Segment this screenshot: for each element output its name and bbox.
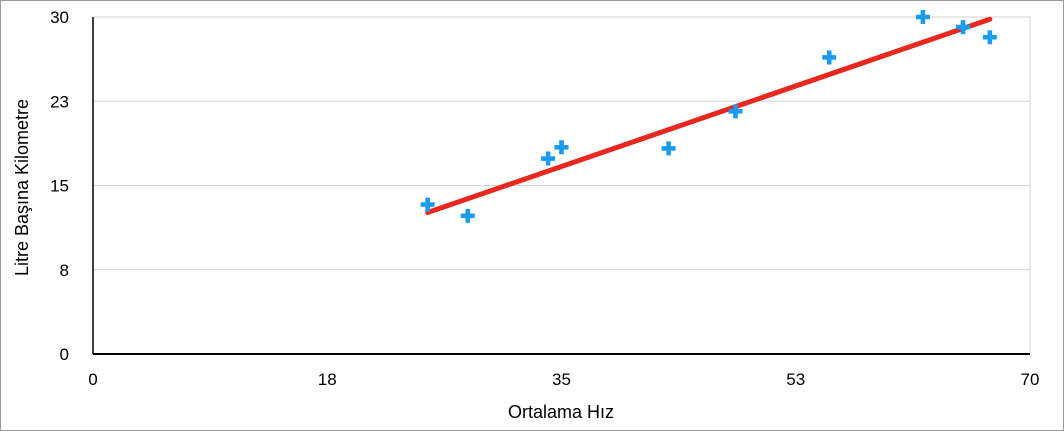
data-point [554, 140, 569, 155]
x-tick-label: 0 [88, 370, 97, 389]
data-point [822, 50, 837, 65]
trendline-layer [425, 16, 993, 215]
x-tick-label: 35 [552, 370, 571, 389]
tick-labels: 0 8 15 23 30 0 18 35 53 70 [50, 8, 1039, 389]
data-point [956, 20, 971, 35]
y-tick-label: 15 [50, 177, 69, 196]
data-point [420, 197, 435, 212]
data-point [982, 30, 997, 45]
data-points [420, 10, 997, 223]
y-tick-label: 30 [50, 8, 69, 27]
axes [92, 17, 1030, 355]
x-tick-label: 18 [318, 370, 337, 389]
trendline [425, 16, 993, 215]
data-point [661, 141, 676, 156]
data-point [460, 208, 475, 223]
x-axis-title: Ortalama Hız [508, 402, 614, 422]
y-tick-label: 0 [60, 345, 69, 364]
y-axis-title: Litre Başına Kilometre [12, 99, 32, 276]
y-tick-label: 8 [60, 261, 69, 280]
x-tick-label: 53 [786, 370, 805, 389]
x-tick-label: 70 [1021, 370, 1040, 389]
y-tick-label: 23 [50, 92, 69, 111]
data-point [728, 104, 743, 119]
data-point [541, 151, 556, 166]
data-point [915, 10, 930, 24]
gridlines [93, 16, 1031, 354]
